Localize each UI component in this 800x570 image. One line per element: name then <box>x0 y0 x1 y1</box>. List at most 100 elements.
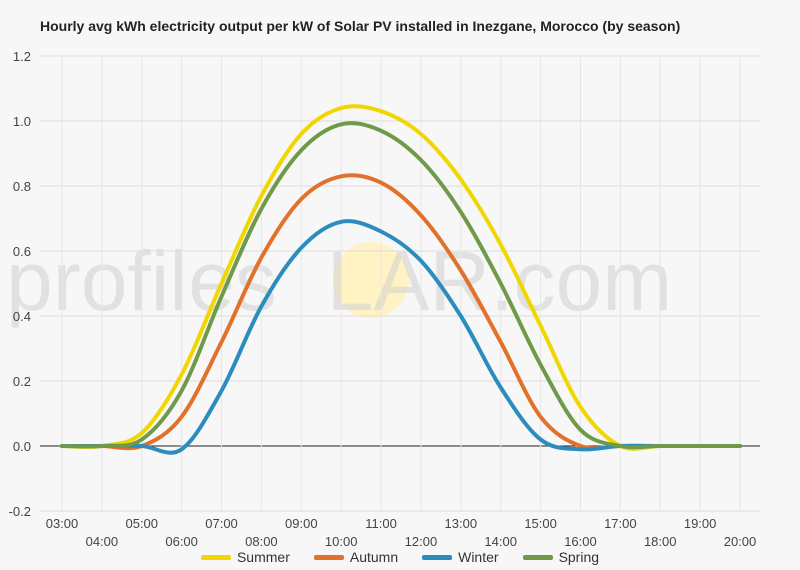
data-point-autumn <box>419 213 423 217</box>
data-point-autumn <box>339 174 343 178</box>
data-point-spring <box>60 444 64 448</box>
data-point-autumn <box>459 269 463 273</box>
data-point-spring <box>299 148 303 152</box>
plot-area <box>60 104 742 455</box>
x-tick-label: 19:00 <box>684 516 717 531</box>
series-spring <box>60 121 742 450</box>
data-point-winter <box>499 386 503 390</box>
x-axis: 03:00 04:00 05:00 06:00 07:00 08:00 09:00 10:00… <box>46 516 757 549</box>
data-point-spring <box>459 210 463 214</box>
x-tick-label: 14:00 <box>484 534 517 549</box>
legend-label: Winter <box>458 549 499 565</box>
legend-swatch <box>200 554 231 560</box>
data-point-spring <box>100 444 104 448</box>
y-tick-label: 1.2 <box>13 49 31 64</box>
data-point-summer <box>259 194 263 198</box>
data-point-autumn <box>220 340 224 344</box>
data-point-autumn <box>299 197 303 201</box>
data-point-summer <box>299 132 303 136</box>
legend-label: Autumn <box>349 549 399 565</box>
data-point-summer <box>459 178 463 182</box>
x-tick-label: 03:00 <box>46 516 79 531</box>
watermark: profiles LAR.com <box>6 234 672 328</box>
data-point-winter <box>140 444 144 448</box>
watermark-sun-icon <box>333 242 409 318</box>
data-point-spring <box>259 207 263 211</box>
data-point-spring <box>738 444 742 448</box>
data-point-summer <box>539 324 543 328</box>
watermark-text-left: profile <box>6 234 235 328</box>
data-point-spring <box>539 363 543 367</box>
legend-label: Spring <box>558 549 600 565</box>
data-point-autumn <box>259 256 263 260</box>
y-tick-label: -0.2 <box>9 504 31 519</box>
data-point-summer <box>339 106 343 110</box>
x-tick-label: 09:00 <box>285 516 318 531</box>
x-tick-label: 05:00 <box>125 516 158 531</box>
x-tick-label: 18:00 <box>644 534 677 549</box>
x-tick-label: 12:00 <box>405 534 438 549</box>
data-point-spring <box>140 438 144 442</box>
x-tick-label: 07:00 <box>205 516 238 531</box>
data-point-spring <box>698 444 702 448</box>
x-tick-label: 06:00 <box>165 534 198 549</box>
x-tick-label: 20:00 <box>724 534 757 549</box>
data-point-spring <box>499 282 503 286</box>
data-point-summer <box>140 431 144 435</box>
x-tick-label: 13:00 <box>445 516 478 531</box>
data-point-winter <box>259 304 263 308</box>
data-point-winter <box>459 314 463 318</box>
y-tick-label: 0.4 <box>13 309 31 324</box>
data-point-spring <box>578 428 582 432</box>
y-tick-label: 0.6 <box>13 244 31 259</box>
legend-item-spring[interactable]: Spring <box>522 549 600 565</box>
data-point-summer <box>419 132 423 136</box>
legend: Summer Autumn Winter Spring <box>0 549 800 565</box>
y-tick-label: 0.2 <box>13 374 31 389</box>
data-point-winter <box>379 230 383 234</box>
legend-swatch <box>522 554 553 560</box>
data-point-summer <box>499 243 503 247</box>
data-point-winter <box>180 447 184 451</box>
series-line-spring <box>60 121 742 450</box>
y-tick-label: 1.0 <box>13 114 31 129</box>
data-point-summer <box>578 405 582 409</box>
x-tick-label: 15:00 <box>524 516 557 531</box>
data-point-winter <box>299 246 303 250</box>
x-tick-label: 16:00 <box>564 534 597 549</box>
data-point-autumn <box>539 415 543 419</box>
data-point-autumn <box>499 340 503 344</box>
data-point-winter <box>220 389 224 393</box>
x-tick-label: 08:00 <box>245 534 278 549</box>
chart-title: Hourly avg kWh electricity output per kW… <box>40 18 681 34</box>
legend-item-winter[interactable]: Winter <box>422 549 499 565</box>
data-point-winter <box>578 447 582 451</box>
legend-item-autumn[interactable]: Autumn <box>313 549 399 565</box>
legend-swatch <box>313 554 344 560</box>
x-tick-label: 04:00 <box>86 534 119 549</box>
legend-item-summer[interactable]: Summer <box>200 549 290 565</box>
data-point-summer <box>180 373 184 377</box>
y-tick-label: 0.0 <box>13 439 31 454</box>
data-point-winter <box>539 438 543 442</box>
legend-label: Summer <box>236 549 290 565</box>
data-point-summer <box>379 109 383 113</box>
data-point-spring <box>419 158 423 162</box>
data-point-spring <box>658 444 662 448</box>
data-point-spring <box>379 129 383 133</box>
data-point-winter <box>339 220 343 224</box>
data-point-spring <box>220 295 224 299</box>
x-tick-label: 11:00 <box>365 516 397 531</box>
x-tick-label: 10:00 <box>325 534 358 549</box>
legend-swatch <box>422 554 453 560</box>
x-tick-label: 17:00 <box>604 516 637 531</box>
data-point-autumn <box>180 415 184 419</box>
data-point-spring <box>180 389 184 393</box>
data-point-winter <box>419 259 423 263</box>
data-point-spring <box>339 122 343 126</box>
data-point-summer <box>220 282 224 286</box>
y-axis: 1.2 1.0 0.8 0.6 0.4 0.2 0.0 -0.2 <box>9 49 31 519</box>
y-tick-label: 0.8 <box>13 179 31 194</box>
